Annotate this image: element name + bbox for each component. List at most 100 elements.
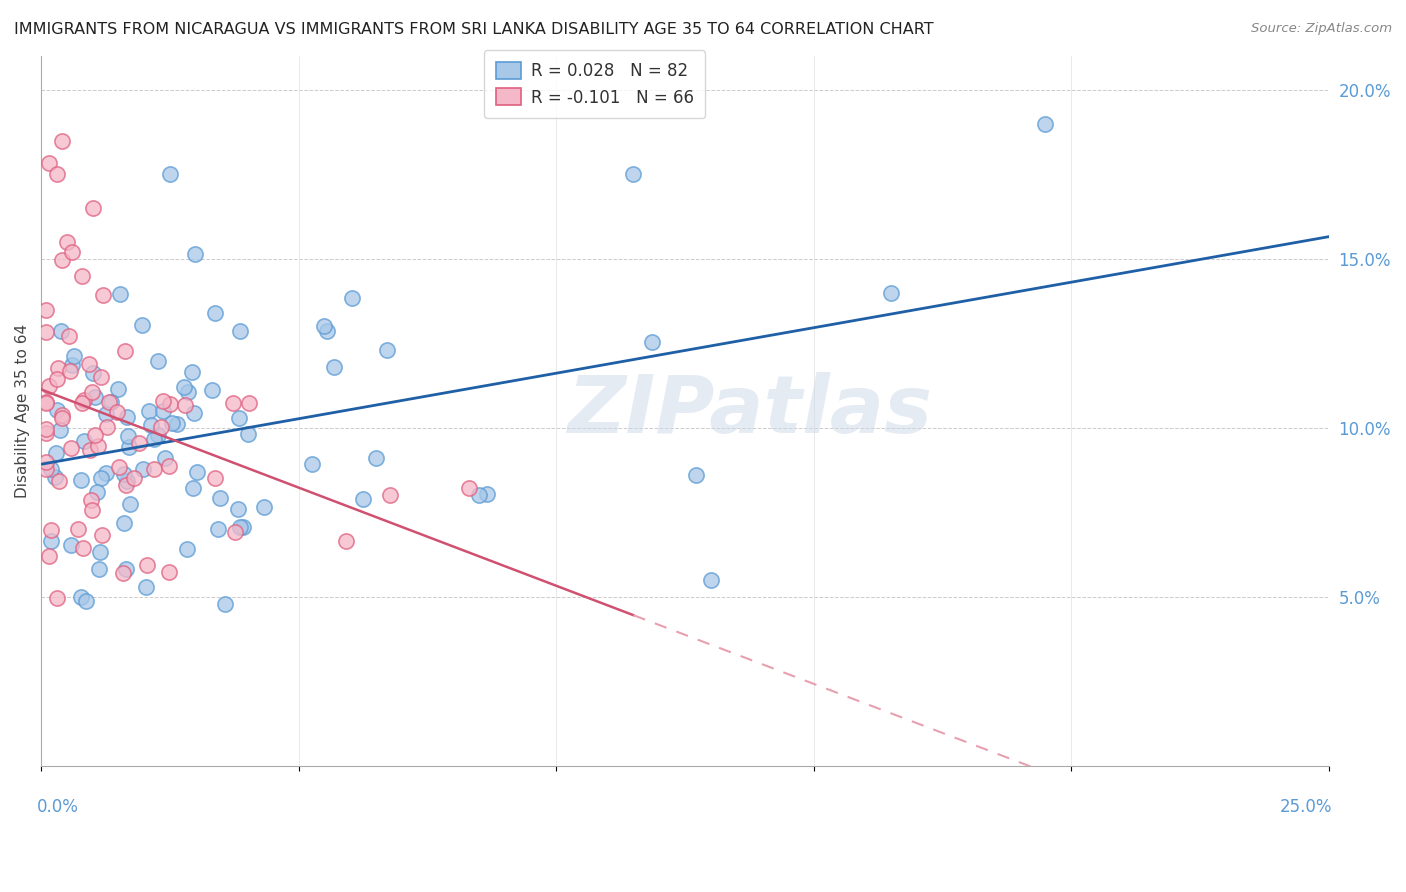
- Point: [86, 439, 108, 453]
- Point: [186, 465, 208, 479]
- Point: [35, 302, 58, 317]
- Point: [640, 335, 662, 350]
- Point: [148, 353, 170, 368]
- Point: [458, 481, 481, 495]
- Point: [173, 380, 195, 394]
- Point: [38, 549, 60, 564]
- Point: [157, 459, 180, 474]
- Point: [60, 441, 83, 455]
- Point: [86, 484, 108, 499]
- Point: [48, 360, 70, 375]
- Y-axis label: Disability Age 35 to 64: Disability Age 35 to 64: [15, 324, 30, 498]
- Point: [70, 474, 93, 488]
- Point: [143, 462, 166, 476]
- Point: [87, 562, 110, 576]
- Point: [177, 384, 200, 399]
- Legend: R = 0.028   N = 82, R = -0.101   N = 66: R = 0.028 N = 82, R = -0.101 N = 66: [484, 50, 706, 119]
- Point: [181, 481, 204, 495]
- Point: [45, 372, 67, 386]
- Point: [75, 594, 97, 608]
- Point: [152, 404, 174, 418]
- Point: [35, 455, 58, 469]
- Point: [150, 419, 173, 434]
- Point: [39, 523, 62, 537]
- Point: [41, 462, 63, 476]
- Point: [201, 384, 224, 398]
- Point: [114, 344, 136, 359]
- Point: [108, 460, 131, 475]
- Point: [322, 360, 344, 375]
- Point: [132, 462, 155, 476]
- Point: [141, 417, 163, 432]
- Point: [352, 492, 374, 507]
- Point: [183, 407, 205, 421]
- Point: [45, 402, 67, 417]
- Point: [228, 325, 250, 339]
- Point: [120, 496, 142, 510]
- Point: [82, 366, 104, 380]
- Point: [72, 268, 94, 283]
- Point: [38, 379, 60, 393]
- Point: [94, 408, 117, 422]
- Point: [228, 411, 250, 425]
- Point: [79, 443, 101, 458]
- Point: [90, 471, 112, 485]
- Point: [475, 487, 498, 501]
- Point: [60, 358, 83, 372]
- Point: [38, 156, 60, 170]
- Point: [58, 329, 80, 343]
- Point: [63, 349, 86, 363]
- Point: [89, 545, 111, 559]
- Point: [315, 324, 337, 338]
- Point: [115, 478, 138, 492]
- Point: [96, 419, 118, 434]
- Point: [112, 467, 135, 481]
- Point: [181, 365, 204, 379]
- Point: [72, 541, 94, 556]
- Point: [364, 451, 387, 466]
- Point: [157, 566, 180, 580]
- Point: [105, 405, 128, 419]
- Point: [48, 474, 70, 488]
- Point: [148, 428, 170, 442]
- Point: [66, 522, 89, 536]
- Point: [90, 369, 112, 384]
- Point: [135, 580, 157, 594]
- Point: [51, 409, 73, 423]
- Point: [162, 416, 184, 430]
- Point: [166, 417, 188, 431]
- Point: [375, 343, 398, 357]
- Point: [59, 538, 82, 552]
- Point: [335, 533, 357, 548]
- Point: [51, 134, 73, 148]
- Point: [56, 235, 79, 249]
- Text: 25.0%: 25.0%: [1279, 797, 1333, 815]
- Point: [153, 450, 176, 465]
- Point: [83, 390, 105, 404]
- Point: [232, 520, 254, 534]
- Point: [91, 288, 114, 302]
- Point: [80, 503, 103, 517]
- Point: [59, 363, 82, 377]
- Point: [122, 471, 145, 485]
- Point: [131, 318, 153, 333]
- Point: [301, 458, 323, 472]
- Point: [378, 487, 401, 501]
- Point: [1035, 117, 1057, 131]
- Point: [204, 305, 226, 319]
- Point: [90, 528, 112, 542]
- Point: [82, 201, 104, 215]
- Point: [176, 541, 198, 556]
- Point: [45, 446, 67, 460]
- Point: [159, 167, 181, 181]
- Point: [73, 393, 96, 408]
- Text: Source: ZipAtlas.com: Source: ZipAtlas.com: [1251, 22, 1392, 36]
- Point: [135, 558, 157, 573]
- Point: [35, 396, 58, 410]
- Point: [73, 434, 96, 448]
- Point: [77, 357, 100, 371]
- Point: [222, 396, 245, 410]
- Point: [41, 534, 63, 549]
- Point: [685, 468, 707, 483]
- Point: [111, 566, 134, 580]
